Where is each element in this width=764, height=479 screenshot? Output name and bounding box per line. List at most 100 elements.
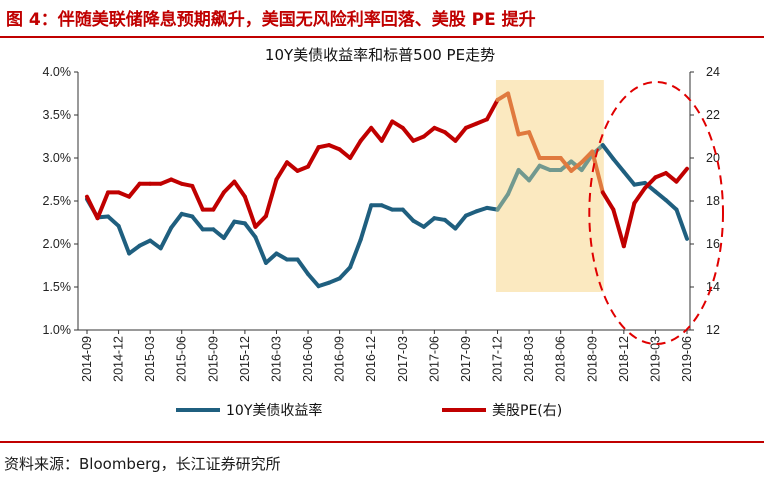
yield-series-line-segment bbox=[611, 156, 626, 174]
yield-series-line-segment bbox=[348, 237, 363, 270]
pe-series-line-segment bbox=[485, 97, 500, 122]
yield-series-line-segment bbox=[600, 143, 616, 161]
pe-series-line-segment bbox=[369, 125, 384, 143]
pe-series-line-segment bbox=[400, 125, 416, 143]
y-left-tick-label: 2.5% bbox=[43, 194, 72, 208]
yield-series-line-segment bbox=[106, 214, 121, 228]
x-tick-label: 2017-06 bbox=[427, 336, 441, 382]
pe-series-line-segment bbox=[348, 138, 363, 160]
pe-series-line-segment bbox=[600, 190, 616, 212]
yield-series-line-segment bbox=[253, 235, 268, 265]
x-tick-label: 2018-12 bbox=[617, 336, 631, 382]
x-tick-label: 2014-09 bbox=[80, 336, 94, 382]
yield-series-line-segment bbox=[579, 152, 595, 173]
pe-series-line-segment bbox=[337, 147, 353, 160]
y-right-tick-label: 16 bbox=[706, 237, 720, 251]
yield-series-line-segment bbox=[169, 211, 184, 230]
yield-series-line-segment bbox=[221, 219, 237, 240]
pe-series-line-segment bbox=[379, 119, 395, 143]
pe-series-line-segment bbox=[274, 160, 289, 182]
pe-series-line-segment bbox=[358, 125, 374, 143]
x-tick-label: 2018-09 bbox=[585, 336, 599, 382]
yield-series-line-segment bbox=[211, 227, 226, 240]
yield-series-line-segment bbox=[337, 265, 353, 281]
pe-series-line-segment bbox=[232, 179, 247, 199]
x-tick-label: 2018-03 bbox=[522, 336, 536, 382]
pe-series-line-segment bbox=[221, 179, 237, 195]
yield-series-line-segment bbox=[242, 221, 258, 240]
x-tick-label: 2015-09 bbox=[206, 336, 220, 382]
source-note: 资料来源：Bloomberg，长江证券研究所 bbox=[4, 455, 281, 473]
yield-series-line-segment bbox=[148, 238, 163, 251]
yield-series-line-segment bbox=[653, 189, 668, 203]
pe-series-line-segment bbox=[253, 214, 268, 229]
pe-series-line-segment bbox=[642, 175, 658, 191]
pe-series-line-segment bbox=[579, 149, 595, 165]
yield-series-line-segment bbox=[295, 257, 311, 277]
pe-series-line-segment bbox=[285, 160, 300, 173]
pe-series-line-segment bbox=[211, 190, 226, 212]
yield-series-line-segment bbox=[158, 225, 174, 251]
x-tick-label: 2015-03 bbox=[143, 336, 157, 382]
x-tick-label: 2019-03 bbox=[648, 336, 662, 382]
x-tick-label: 2016-06 bbox=[301, 336, 315, 382]
legend-label-yield: 10Y美债收益率 bbox=[226, 402, 322, 419]
y-left-tick-label: 1.5% bbox=[43, 280, 72, 294]
yield-series-line-segment bbox=[358, 203, 374, 242]
x-tick-label: 2014-12 bbox=[112, 336, 126, 382]
yield-series-line-segment bbox=[190, 214, 205, 232]
pe-series-line-segment bbox=[306, 145, 321, 169]
pe-series-line-segment bbox=[453, 125, 468, 143]
legend-layer: 10Y美债收益率 美股PE(右) bbox=[176, 402, 562, 419]
pe-series-line-segment bbox=[85, 194, 100, 221]
yield-series-line-segment bbox=[442, 217, 458, 231]
y-right-tick-label: 24 bbox=[706, 65, 720, 79]
yield-series-line-segment bbox=[400, 207, 416, 223]
pe-series-line-segment bbox=[558, 156, 574, 173]
x-tick-label: 2018-06 bbox=[554, 336, 568, 382]
pe-series-line-segment bbox=[242, 194, 258, 229]
pe-series-line-segment bbox=[190, 183, 205, 212]
ellipse-layer bbox=[588, 81, 724, 345]
y-right-tick-label: 12 bbox=[706, 323, 720, 337]
y-right-tick-label: 14 bbox=[706, 280, 720, 294]
y-right-tick-label: 18 bbox=[706, 194, 720, 208]
yield-series-line-segment bbox=[621, 169, 637, 187]
yield-series-line-segment bbox=[274, 251, 289, 262]
yield-series-line-segment bbox=[127, 243, 142, 256]
y-left-tick-label: 3.5% bbox=[43, 108, 72, 122]
x-tick-label: 2017-03 bbox=[396, 336, 410, 382]
pe-series-line-segment bbox=[506, 91, 521, 137]
legend-label-pe: 美股PE(右) bbox=[492, 403, 562, 419]
axes-layer: 1.0%1.5%2.0%2.5%3.0%3.5%4.0%121416182022… bbox=[43, 65, 720, 382]
y-left-tick-label: 4.0% bbox=[43, 65, 72, 79]
pe-series-line-segment bbox=[527, 130, 542, 160]
yield-series-line-segment bbox=[421, 216, 437, 229]
highlight-ellipse bbox=[588, 81, 724, 345]
yield-series-line-segment bbox=[674, 207, 689, 241]
yield-series-line-segment bbox=[306, 272, 321, 289]
yield-series-line-segment bbox=[516, 168, 532, 183]
chart-title: 10Y美债收益率和标普500 PE走势 bbox=[265, 46, 495, 64]
pe-series-line-segment bbox=[127, 181, 142, 199]
pe-series-line-segment bbox=[95, 190, 111, 221]
chart-svg: 10Y美债收益率和标普500 PE走势 1.0% 1.5% 2.0% 2.5% 3.0%… bbox=[43, 46, 724, 419]
y-left-tick-label: 2.0% bbox=[43, 237, 72, 251]
pe-series-line-segment bbox=[442, 130, 458, 143]
yield-series-line-segment bbox=[506, 168, 521, 197]
x-tick-label: 2015-12 bbox=[238, 336, 252, 382]
figure-title: 图 4：伴随美联储降息预期飙升，美国无风险利率回落、美股 PE 提升 bbox=[6, 10, 536, 30]
x-tick-label: 2017-12 bbox=[491, 336, 505, 382]
yield-series-line-segment bbox=[453, 213, 468, 231]
x-tick-label: 2016-12 bbox=[364, 336, 378, 382]
pe-series-line-segment bbox=[621, 201, 637, 249]
x-tick-label: 2016-09 bbox=[333, 336, 347, 382]
pe-series-line-segment bbox=[421, 125, 437, 139]
y-right-tick-label: 22 bbox=[706, 108, 720, 122]
yield-series-line-segment bbox=[527, 163, 542, 183]
yield-series-line-segment bbox=[495, 192, 511, 212]
pe-series-line-segment bbox=[632, 186, 647, 206]
pe-series-line-segment bbox=[590, 149, 605, 195]
y-left-tick-label: 3.0% bbox=[43, 151, 72, 165]
source-divider bbox=[0, 441, 764, 443]
